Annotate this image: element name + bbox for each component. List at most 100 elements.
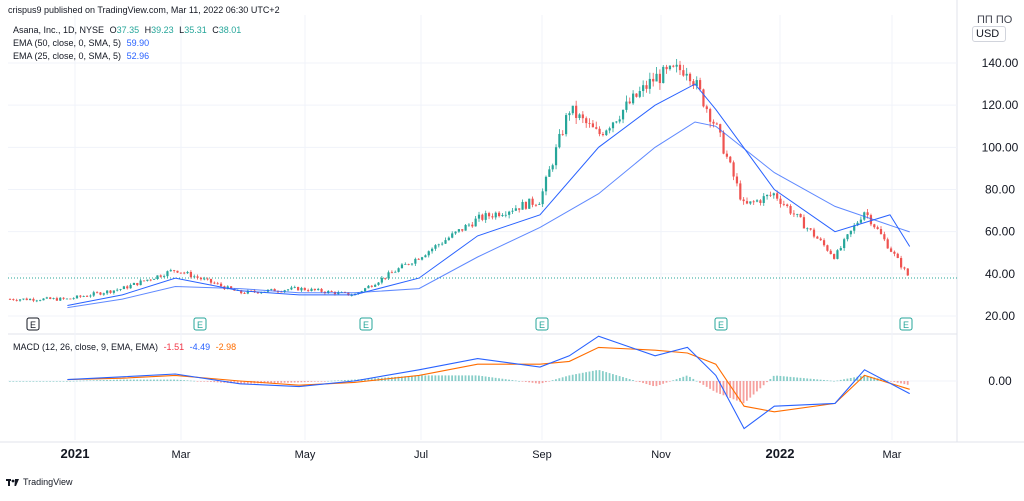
earnings-marker <box>899 317 913 331</box>
macd-histogram-bar <box>404 376 407 381</box>
macd-histogram-bar <box>193 380 196 382</box>
footer-logo[interactable]: TradingView <box>6 477 73 487</box>
candle-body <box>203 278 206 280</box>
candle-body <box>615 121 618 123</box>
candle-body <box>193 276 196 278</box>
candle-body <box>658 73 661 84</box>
macd-histogram-bar <box>474 375 477 381</box>
macd-histogram-bar <box>819 379 822 381</box>
candle-body <box>524 201 527 209</box>
x-tick-label: Mar <box>172 449 191 461</box>
candle-body <box>132 282 136 285</box>
candle-body <box>82 296 85 297</box>
macd-histogram-bar <box>672 380 675 381</box>
candle-body <box>508 211 511 215</box>
macd-histogram-bar <box>451 375 453 381</box>
candle-body <box>856 222 859 226</box>
candle-body <box>387 272 390 279</box>
candle-body <box>15 300 18 301</box>
close-label: C <box>212 25 219 35</box>
earnings-marker-label: E <box>363 320 369 330</box>
candle-body <box>420 257 424 260</box>
macd-histogram-bar <box>873 377 876 381</box>
macd-histogram-bar <box>136 379 139 381</box>
candle-body <box>400 264 404 269</box>
macd-histogram-bar <box>143 379 145 381</box>
macd-histogram-bar <box>498 378 500 381</box>
open-value: 37.35 <box>116 25 140 35</box>
macd-histogram-bar <box>283 381 286 383</box>
candle-body <box>625 101 628 110</box>
earnings-marker-label: E <box>903 320 909 330</box>
candle-body <box>812 229 816 237</box>
macd-histogram-bar <box>132 379 135 381</box>
candle-body <box>849 230 852 235</box>
candle-body <box>581 114 584 119</box>
candle-body <box>240 290 243 294</box>
candle-body <box>585 118 588 124</box>
macd-histogram-bar <box>333 380 336 382</box>
candle-body <box>792 213 795 215</box>
macd-histogram-bar <box>813 379 815 381</box>
candle-body <box>903 267 906 269</box>
currency-badge[interactable]: USD <box>972 26 1007 42</box>
candle-body <box>735 176 739 184</box>
candle-body <box>668 65 672 70</box>
candle-body <box>672 65 675 67</box>
candle-body <box>22 298 25 300</box>
macd-histogram-bar <box>551 380 554 381</box>
candle-body <box>434 245 437 249</box>
candle-body <box>330 290 333 292</box>
macd-histogram-bar <box>528 381 531 383</box>
candle-body <box>889 248 893 252</box>
macd-histogram-bar <box>816 379 819 381</box>
candle-body <box>759 200 762 203</box>
macd-histogram-bar <box>869 376 872 381</box>
candle-body <box>451 233 454 238</box>
candle-body <box>85 296 89 297</box>
macd-histogram-bar <box>354 379 356 381</box>
candle-body <box>206 278 209 280</box>
candle-body <box>327 290 330 294</box>
candle-body <box>49 297 52 299</box>
candle-body <box>286 289 290 291</box>
macd-histogram-bar <box>849 377 852 381</box>
macd-histogram-bar <box>96 380 98 381</box>
ema25-line <box>67 83 911 306</box>
candle-body <box>575 105 578 118</box>
symbol-label: Asana, Inc., 1D, NYSE <box>13 25 105 35</box>
macd-histogram-bar <box>581 372 584 381</box>
currency-partial-text: ПП ПО <box>977 14 1013 26</box>
macd-histogram-bar <box>109 379 112 381</box>
candle-body <box>152 278 156 280</box>
macd-histogram-bar <box>19 381 21 382</box>
tradingview-logo-icon <box>6 479 19 486</box>
macd-histogram-bar <box>464 375 467 381</box>
publisher-line: crispus9 published on TradingView.com, M… <box>8 5 283 15</box>
candle-body <box>243 293 246 294</box>
macd-histogram-bar <box>886 380 889 382</box>
macd-histogram-bar <box>273 381 276 383</box>
macd-histogram-bar <box>186 380 189 381</box>
candle-body <box>374 284 377 287</box>
earnings-marker <box>714 317 728 331</box>
candle-body <box>72 298 75 300</box>
candle-body <box>196 276 199 278</box>
candle-body <box>900 258 903 268</box>
macd-histogram-bar <box>685 375 688 381</box>
candle-body <box>642 85 645 92</box>
macd-histogram-bar <box>266 381 269 384</box>
macd-histogram-bar <box>575 374 577 381</box>
candle-body <box>283 290 286 292</box>
macd-histogram-bar <box>45 381 48 382</box>
candle-body <box>588 123 591 124</box>
candle-body <box>310 288 313 292</box>
macd-histogram-bar <box>699 381 701 383</box>
candle-body <box>802 217 806 229</box>
macd-histogram-bar <box>277 381 279 383</box>
candle-body <box>461 229 464 231</box>
candle-body <box>52 298 55 299</box>
macd-histogram-bar <box>789 376 792 381</box>
